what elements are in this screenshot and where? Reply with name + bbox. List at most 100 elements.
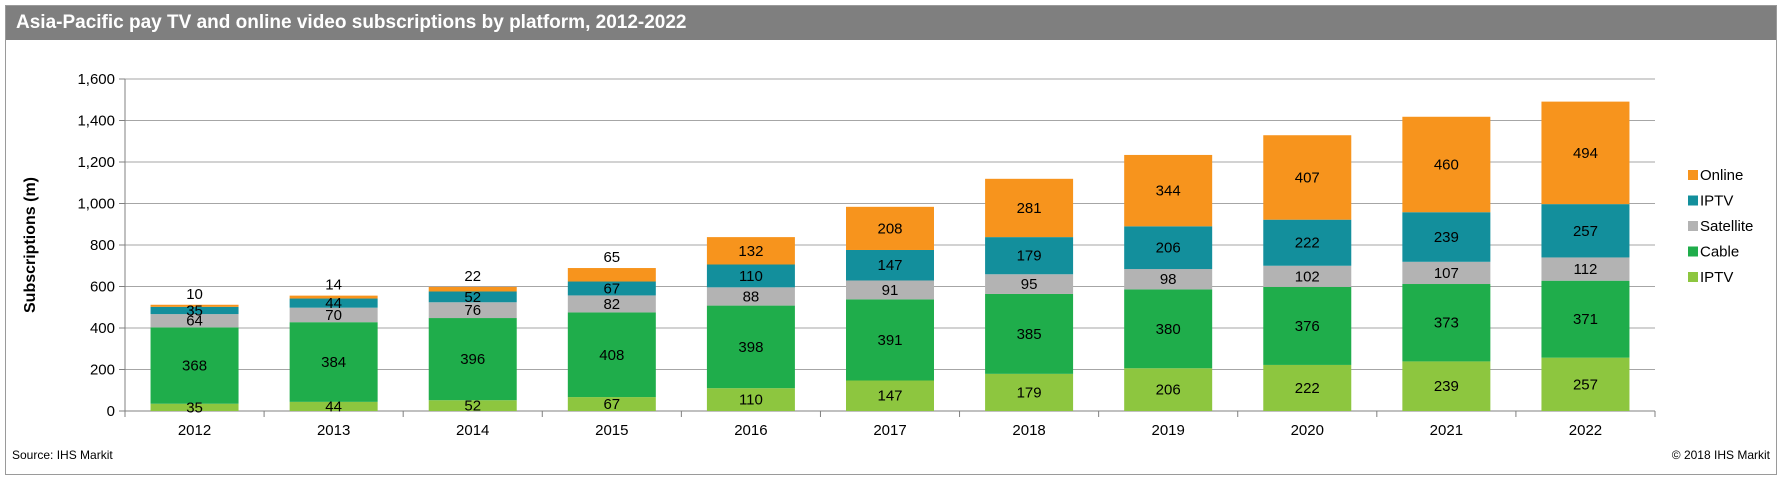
data-label: 371: [1573, 311, 1598, 328]
data-label: 107: [1434, 265, 1459, 282]
data-label: 384: [321, 354, 346, 371]
x-tick-label: 2014: [456, 422, 489, 439]
bar-cable-2017: [846, 299, 934, 381]
legend-label: IPTV: [1700, 193, 1733, 210]
x-tick-label: 2022: [1569, 422, 1602, 439]
bar-satellite-2019: [1124, 269, 1213, 290]
bar-iptv-top-2014: [428, 291, 517, 303]
x-tick-label: 2018: [1012, 422, 1045, 439]
bar-cable-2016: [706, 305, 795, 389]
data-label: 239: [1434, 378, 1459, 395]
bar-iptv-top-2017: [846, 249, 934, 281]
data-label: 460: [1434, 156, 1459, 173]
data-label: 98: [1160, 271, 1177, 288]
bar-cable-2012: [150, 327, 239, 404]
bar-iptv-base-2015: [567, 397, 656, 411]
data-label: 373: [1434, 315, 1459, 332]
data-label: 52: [464, 398, 481, 415]
bar-online-2018: [985, 178, 1074, 238]
bar-satellite-2018: [985, 274, 1074, 294]
bar-cable-2020: [1263, 286, 1352, 365]
x-tick-label: 2021: [1430, 422, 1463, 439]
bar-iptv-base-2017: [846, 380, 934, 411]
data-label: 65: [603, 249, 620, 266]
bar-online-2014: [428, 286, 517, 292]
y-tick-label: 1,200: [77, 154, 115, 171]
chart-title: Asia-Pacific pay TV and online video sub…: [6, 6, 1776, 40]
bar-satellite-2013: [289, 307, 378, 323]
bar-online-2012: [150, 304, 239, 307]
bar-satellite-2016: [706, 287, 795, 306]
x-tick-label: 2013: [317, 422, 350, 439]
data-label: 67: [603, 396, 620, 413]
legend-swatch: [1688, 170, 1698, 180]
bar-online-2019: [1124, 154, 1213, 227]
bar-iptv-top-2013: [289, 298, 378, 308]
data-label: 206: [1156, 240, 1181, 257]
bar-iptv-top-2015: [567, 281, 656, 296]
bar-iptv-base-2022: [1541, 357, 1630, 411]
legend-swatch: [1688, 246, 1698, 257]
data-label: 52: [464, 289, 481, 306]
data-label: 102: [1295, 268, 1320, 285]
data-label: 344: [1156, 183, 1181, 200]
data-label: 147: [877, 257, 902, 274]
data-label: 70: [325, 307, 342, 324]
data-label: 110: [739, 392, 763, 409]
bar-iptv-base-2016: [706, 388, 795, 411]
data-label: 222: [1295, 235, 1320, 252]
legend-label: Satellite: [1700, 218, 1753, 235]
bar-iptv-base-2020: [1263, 364, 1352, 411]
y-tick-label: 200: [90, 362, 115, 379]
source-note: Source: IHS Markit: [12, 448, 113, 462]
bar-satellite-2017: [846, 280, 934, 300]
data-label: 95: [1021, 276, 1038, 293]
data-label: 22: [464, 268, 481, 285]
bar-online-2015: [567, 268, 656, 282]
data-label: 179: [1017, 384, 1042, 401]
bar-online-2020: [1263, 135, 1352, 220]
data-label: 380: [1156, 321, 1181, 338]
data-label: 408: [599, 347, 624, 364]
x-tick-label: 2012: [178, 422, 211, 439]
bar-cable-2015: [567, 312, 656, 398]
legend-label: Online: [1700, 167, 1743, 184]
data-label: 64: [186, 313, 203, 330]
bar-iptv-base-2012: [150, 403, 239, 411]
bar-iptv-top-2020: [1263, 219, 1352, 266]
bar-satellite-2022: [1541, 257, 1630, 281]
data-label: 76: [464, 302, 481, 319]
y-tick-label: 1,000: [77, 196, 115, 213]
data-label: 110: [739, 268, 763, 285]
bar-iptv-top-2016: [706, 264, 795, 288]
bar-iptv-top-2021: [1402, 212, 1491, 262]
data-label: 257: [1573, 223, 1598, 240]
data-label: 398: [738, 339, 763, 356]
bar-satellite-2014: [428, 302, 517, 319]
y-tick-label: 400: [90, 320, 115, 337]
data-label: 112: [1573, 261, 1597, 278]
data-label: 35: [186, 399, 203, 416]
y-tick-label: 1,400: [77, 113, 115, 130]
legend-label: Cable: [1700, 244, 1739, 261]
data-label: 35: [186, 302, 203, 319]
bar-satellite-2015: [567, 295, 656, 313]
bar-satellite-2021: [1402, 261, 1491, 285]
data-label: 67: [603, 280, 620, 297]
x-tick-label: 2017: [873, 422, 906, 439]
bar-iptv-base-2021: [1402, 361, 1491, 411]
data-label: 222: [1295, 380, 1320, 397]
data-label: 10: [186, 286, 203, 303]
bar-online-2013: [289, 295, 378, 299]
y-tick-label: 1,600: [77, 71, 115, 88]
data-label: 281: [1017, 200, 1042, 217]
bar-cable-2014: [428, 318, 517, 401]
bar-cable-2013: [289, 322, 378, 402]
data-label: 179: [1017, 248, 1042, 265]
bar-online-2021: [1402, 116, 1491, 213]
bar-cable-2018: [985, 293, 1074, 374]
bar-iptv-top-2018: [985, 237, 1074, 275]
bar-iptv-base-2014: [428, 400, 517, 411]
data-label: 494: [1573, 145, 1598, 162]
